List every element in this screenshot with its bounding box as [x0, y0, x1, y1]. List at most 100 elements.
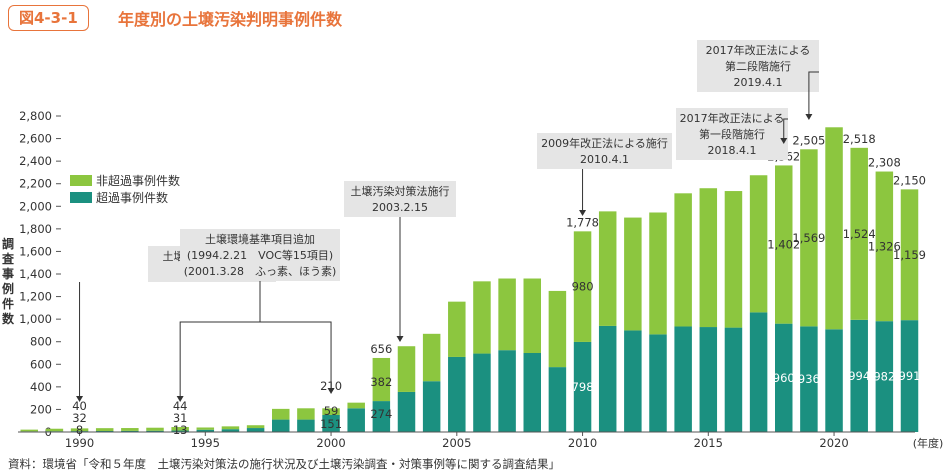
- bar-nonexceed: [146, 427, 164, 431]
- y-tick-label: 600: [30, 357, 52, 371]
- bar-nonexceed: [372, 357, 391, 402]
- bar-exceed: [297, 419, 315, 432]
- bar-nonexceed: [523, 278, 541, 353]
- data-label-nonexceed: 32: [72, 411, 87, 425]
- y-axis-title-char: 件: [2, 296, 14, 311]
- bar-nonexceed: [850, 147, 868, 320]
- callout-2018-text: 2017年改正法による: [680, 111, 785, 125]
- bar-exceed: [246, 428, 265, 432]
- callout-1994-box: [180, 229, 340, 281]
- callout-2019-box: [697, 40, 819, 92]
- bar-nonexceed: [825, 127, 843, 330]
- data-label-total: 44: [173, 399, 188, 413]
- bar-nonexceed: [397, 346, 416, 392]
- x-tick-label: 1995: [191, 436, 220, 450]
- data-label-total: 656: [370, 342, 392, 356]
- bar-exceed: [221, 429, 240, 432]
- y-axis-title-char: 例: [2, 281, 14, 296]
- figure-title: 年度別の土壌汚染判明事例件数: [118, 10, 343, 29]
- bar-nonexceed: [649, 212, 667, 335]
- callout-1994-text: (2001.3.28 ふっ素、ほう素): [184, 265, 337, 278]
- data-label-total: 2,150: [893, 173, 926, 187]
- callout-2003-text: 2003.2.15: [372, 201, 428, 214]
- bar-nonexceed: [297, 408, 315, 420]
- bar-exceed: [573, 341, 592, 432]
- figure-header: 図4-3-1 年度別の土壌汚染判明事例件数: [0, 0, 950, 36]
- legend-swatch: [70, 175, 92, 186]
- callout-2010-text: 2009年改正法による施行: [541, 136, 668, 150]
- bar-nonexceed: [45, 428, 64, 432]
- x-tick-label: 2000: [316, 436, 345, 450]
- y-tick-label: 2,600: [19, 132, 52, 146]
- bar-exceed: [448, 356, 466, 432]
- bar-nonexceed: [448, 301, 466, 357]
- x-tick-label: 2020: [819, 436, 848, 450]
- bar-nonexceed: [272, 408, 290, 420]
- x-tick-label: 1990: [65, 436, 94, 450]
- bar-exceed: [775, 323, 793, 432]
- bar-nonexceed: [322, 408, 340, 415]
- x-tick-label: 2015: [694, 436, 723, 450]
- data-label-nonexceed: 980: [572, 280, 594, 294]
- bar-nonexceed: [598, 211, 617, 326]
- data-label-total: 1,778: [566, 215, 599, 229]
- y-tick-label: 1,400: [19, 267, 52, 281]
- bar-exceed: [272, 419, 290, 432]
- y-tick-label: 800: [30, 335, 52, 349]
- callout-2010-box: [537, 133, 672, 169]
- y-tick-label: 400: [30, 380, 52, 394]
- bar-nonexceed: [749, 175, 768, 313]
- bar-nonexceed: [20, 429, 38, 432]
- bar-exceed: [422, 381, 441, 432]
- bar-exceed: [825, 329, 843, 432]
- callout-2018-leader: [783, 118, 788, 140]
- bar-nonexceed: [498, 278, 516, 351]
- callout-2018-text: 2018.4.1: [708, 144, 757, 157]
- bar-nonexceed: [221, 426, 240, 430]
- y-tick-label: 1,200: [19, 290, 52, 304]
- data-label-nonexceed: 31: [173, 411, 188, 425]
- callout-1994-text: (1994.2.21 VOC等15項目): [187, 248, 333, 262]
- bar-nonexceed: [422, 333, 441, 382]
- data-label-exceed: 274: [370, 407, 392, 421]
- bar-exceed: [322, 414, 340, 432]
- data-label-exceed: 936: [798, 372, 820, 386]
- bar-exceed: [171, 430, 189, 432]
- legend-label: 非超過事例件数: [96, 173, 180, 188]
- bar-nonexceed: [900, 189, 919, 321]
- bar-nonexceed: [246, 425, 265, 429]
- bar-exceed: [724, 327, 743, 432]
- bar-nonexceed: [674, 193, 692, 327]
- data-label-exceed: 151: [320, 417, 342, 431]
- bar-exceed: [523, 353, 541, 432]
- callout-2019-text: 2017年改正法による: [706, 43, 811, 57]
- figure-number-badge: 図4-3-1: [8, 5, 89, 31]
- data-label-exceed: 8: [76, 423, 83, 437]
- bar-exceed: [649, 334, 667, 432]
- bar-nonexceed: [121, 428, 139, 431]
- data-label-nonexceed: 1,326: [868, 239, 901, 253]
- bar-exceed: [473, 353, 491, 432]
- data-label-nonexceed: 59: [324, 404, 339, 418]
- bar-nonexceed: [775, 165, 793, 324]
- bar-nonexceed: [171, 427, 189, 431]
- bar-exceed: [850, 319, 868, 432]
- bar-exceed: [674, 326, 692, 432]
- bar-exceed: [498, 350, 516, 432]
- y-tick-label: 2,000: [19, 199, 52, 213]
- data-label-total: 2,505: [792, 133, 825, 147]
- callout-2019-leader: [808, 71, 819, 116]
- y-tick-label: 1,000: [19, 312, 52, 326]
- y-axis-title-char: 事: [2, 266, 14, 281]
- bar-nonexceed: [95, 428, 114, 431]
- data-label-exceed: 982: [873, 370, 895, 384]
- y-axis-title-char: 査: [1, 251, 15, 266]
- y-tick-label: 2,400: [19, 154, 52, 168]
- bar-exceed: [624, 330, 642, 432]
- bar-exceed: [548, 367, 567, 432]
- bar-nonexceed: [196, 427, 215, 430]
- y-axis-title-char: 調: [2, 236, 14, 251]
- callout-2003-box: [344, 181, 456, 217]
- bar-exceed: [598, 325, 617, 432]
